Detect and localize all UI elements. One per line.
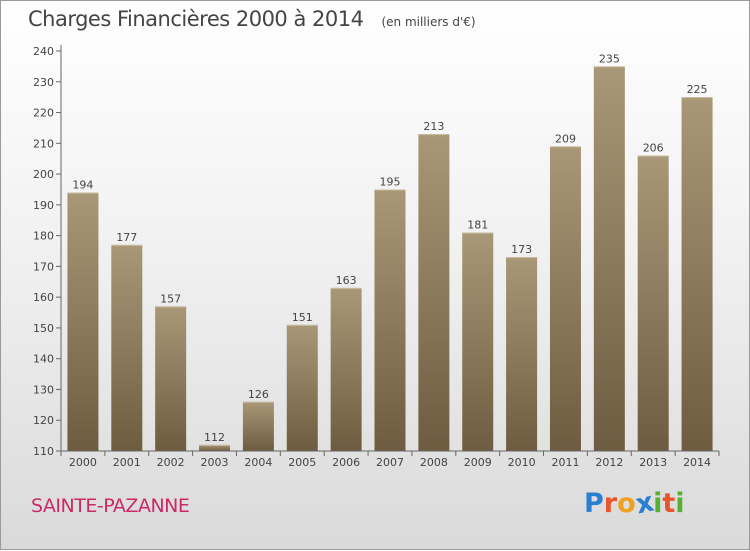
bar-2007 (374, 189, 406, 451)
bar-2013 (637, 155, 669, 451)
x-axis: 2000 2001 2002 2003 2004 2005 2006 2007 2008 2009… (60, 450, 720, 469)
bar-2009 (462, 232, 494, 451)
x-tick-label: 2008 (420, 456, 448, 469)
value-label-2013: 206 (643, 142, 664, 155)
x-tick-label: 2009 (464, 456, 492, 469)
value-label-2011: 209 (555, 132, 576, 145)
bar-2003 (199, 444, 231, 451)
y-tick-label: 220 (33, 107, 54, 120)
x-tick-label: 2003 (201, 456, 229, 469)
logo-letter: o (617, 488, 636, 519)
town-name: SAINTE-PAZANNE (31, 495, 190, 517)
x-tick-label: 2004 (244, 456, 272, 469)
value-label-2009: 181 (467, 219, 488, 232)
logo-letter: r (603, 488, 618, 519)
x-tick-label: 2007 (376, 456, 404, 469)
value-label-2000: 194 (72, 179, 93, 192)
chart-title-text: Charges Financières 2000 à 2014 (28, 7, 364, 31)
bar-2001 (111, 244, 143, 451)
y-tick-label: 210 (33, 137, 54, 150)
bar-2010 (506, 257, 538, 451)
bar-2008 (418, 134, 450, 452)
value-label-2010: 173 (511, 243, 532, 256)
y-tick-label: 120 (33, 414, 54, 427)
bar-2006 (330, 287, 362, 451)
x-tick-label: 2005 (288, 456, 316, 469)
value-label-2012: 235 (599, 52, 620, 65)
y-tick-label: 130 (33, 383, 54, 396)
bar-2000 (67, 192, 99, 452)
value-label-2005: 151 (292, 311, 313, 324)
unit-note: (en milliers d'€) (381, 15, 476, 29)
x-tick-label: 2006 (332, 456, 360, 469)
bar-2004 (242, 401, 274, 451)
x-tick-label: 2002 (157, 456, 185, 469)
y-tick-label: 160 (33, 291, 54, 304)
x-tick-label: 2012 (595, 456, 623, 469)
bars: 194 177 157 112 126 151 163 195 213 181 173 209 235 2… (67, 52, 713, 452)
y-tick-label: 240 (33, 45, 54, 58)
y-axis: 110 120 130 140 150 160 170 180 190 200 210 220 230 2… (33, 45, 62, 458)
bar-2002 (155, 306, 187, 451)
x-tick-label: 2000 (69, 456, 97, 469)
logo-letter: i (675, 488, 685, 519)
bar-2014 (681, 97, 713, 452)
logo-letter: t (662, 488, 676, 519)
y-tick-label: 180 (33, 230, 54, 243)
value-label-2006: 163 (336, 274, 357, 287)
value-label-2003: 112 (204, 431, 225, 444)
x-tick-label: 2011 (551, 456, 579, 469)
x-tick-label: 2013 (639, 456, 667, 469)
y-tick-label: 170 (33, 260, 54, 273)
bar-2012 (593, 66, 625, 451)
x-tick-label: 2001 (113, 456, 141, 469)
logo-letter: i (653, 488, 663, 519)
y-tick-label: 190 (33, 199, 54, 212)
y-tick-label: 110 (33, 445, 54, 458)
chart-title: Charges Financières 2000 à 2014 (en milli… (28, 7, 476, 31)
y-tick-label: 150 (33, 322, 54, 335)
y-tick-label: 140 (33, 353, 54, 366)
bar-2011 (549, 146, 581, 451)
value-label-2008: 213 (423, 120, 444, 133)
proxiti-logo[interactable]: Proxiti (584, 487, 685, 521)
value-label-2002: 157 (160, 292, 181, 305)
x-tick-label: 2014 (683, 456, 711, 469)
bar-2005 (286, 324, 318, 451)
value-label-2004: 126 (248, 388, 269, 401)
value-label-2014: 225 (687, 83, 708, 96)
x-tick-label: 2010 (508, 456, 536, 469)
logo-letter: P (584, 488, 604, 519)
value-label-2001: 177 (116, 231, 137, 244)
y-tick-label: 200 (33, 168, 54, 181)
y-tick-label: 230 (33, 76, 54, 89)
value-label-2007: 195 (380, 175, 401, 188)
